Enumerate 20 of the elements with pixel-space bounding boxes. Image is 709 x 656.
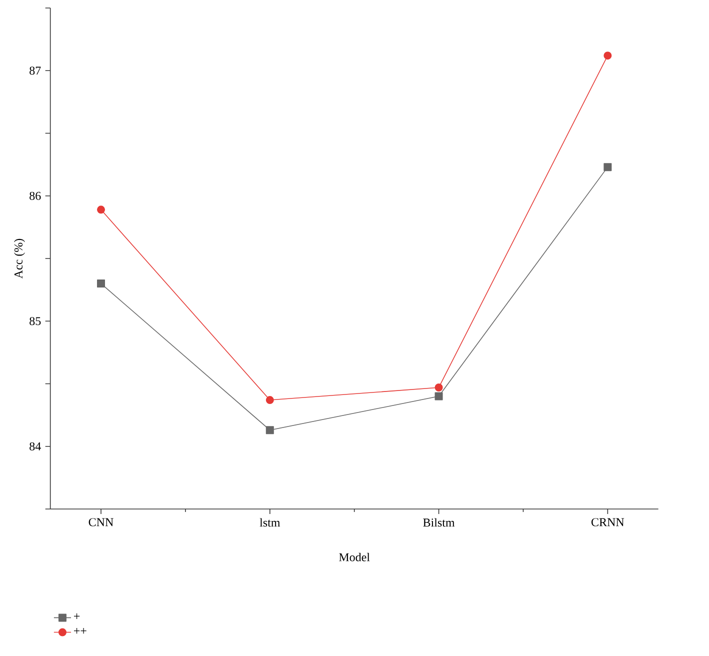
point: [97, 206, 105, 214]
x-tick-label: Bilstm: [423, 518, 455, 527]
x-tick-label: CNN: [88, 518, 114, 526]
point: [604, 52, 612, 60]
y-tick-label: 85: [30, 317, 41, 326]
y-tick-label: 84: [30, 442, 41, 450]
point: [97, 280, 105, 288]
x-axis-title: Model: [339, 552, 370, 562]
x-tick-label: CRNN: [591, 518, 624, 526]
point: [266, 396, 274, 404]
x-tick-label: lstm: [260, 518, 280, 527]
y-tick-label: 86: [30, 192, 41, 200]
legend-label: ++: [74, 628, 86, 634]
point: [604, 163, 612, 172]
y-tick-label: 87: [30, 66, 41, 75]
point: [434, 384, 443, 392]
point: [434, 392, 443, 400]
point: [266, 426, 274, 434]
legend-label: +: [74, 613, 80, 619]
y-axis-title: Acc (%): [14, 238, 25, 279]
